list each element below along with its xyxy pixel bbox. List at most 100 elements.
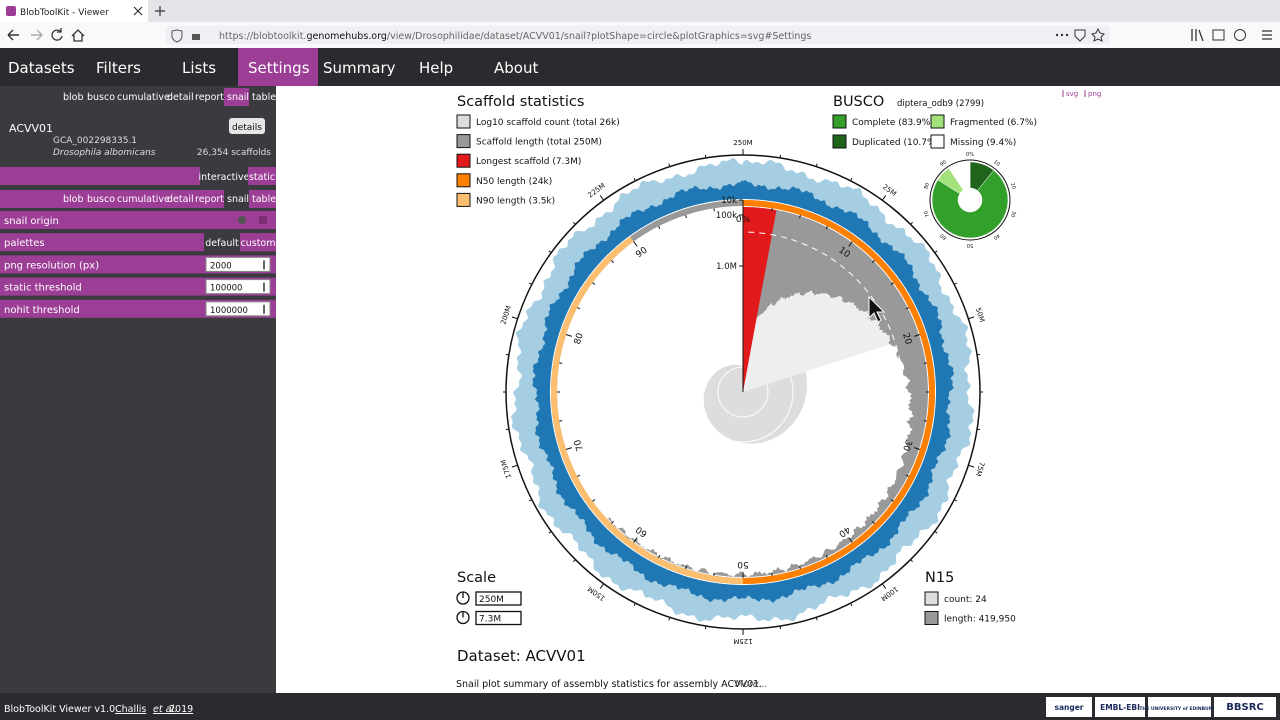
nav-item[interactable]: Settings bbox=[248, 59, 310, 77]
nav-item[interactable]: About bbox=[494, 59, 538, 77]
mode-bg[interactable] bbox=[200, 167, 248, 185]
logo-text[interactable]: EMBL-EBI bbox=[1100, 703, 1140, 712]
logo-box[interactable] bbox=[1214, 697, 1276, 717]
sidebar bbox=[0, 86, 276, 693]
ring-tick bbox=[934, 530, 938, 534]
bookmark-star[interactable] bbox=[1091, 27, 1105, 42]
scale-value[interactable]: 250M bbox=[479, 595, 504, 605]
setting-value[interactable]: 2000 bbox=[210, 261, 232, 271]
view-tab[interactable]: cumulative bbox=[117, 194, 170, 205]
view-tab[interactable]: table bbox=[252, 194, 276, 205]
tab-title[interactable]: BlobToolKit - Viewer bbox=[20, 8, 109, 18]
mode-bg[interactable] bbox=[248, 167, 276, 185]
ring-tick bbox=[572, 559, 576, 563]
download-link[interactable]: svg bbox=[1066, 90, 1078, 98]
setting-input[interactable] bbox=[205, 279, 271, 295]
back-button[interactable] bbox=[7, 29, 19, 41]
ring-tick bbox=[968, 316, 975, 320]
citation-year[interactable]: 2019 bbox=[169, 704, 193, 715]
nav-item[interactable]: Filters bbox=[96, 59, 141, 77]
origin-icon[interactable] bbox=[259, 216, 267, 224]
view-tab[interactable]: snail bbox=[227, 194, 249, 205]
sidebar-icon[interactable] bbox=[1212, 29, 1225, 41]
tab-close[interactable] bbox=[133, 6, 143, 16]
menu-dot[interactable] bbox=[1060, 33, 1064, 37]
setting-label: snail origin bbox=[4, 216, 59, 227]
logo-text[interactable]: sanger bbox=[1054, 703, 1083, 712]
busco-tick: 20 bbox=[1009, 182, 1017, 190]
view-tab[interactable]: blob bbox=[63, 92, 84, 103]
scale-box[interactable] bbox=[475, 591, 522, 606]
option-bg[interactable] bbox=[240, 233, 276, 252]
logo-box[interactable] bbox=[1046, 697, 1092, 717]
app-nav bbox=[0, 48, 1280, 86]
menu-dot[interactable] bbox=[1055, 33, 1059, 37]
reload-button[interactable] bbox=[51, 28, 63, 41]
url-text[interactable]: https://blobtoolkit.genomehubs.org/view/… bbox=[219, 31, 811, 42]
ring-tick bbox=[934, 250, 938, 254]
details-button[interactable] bbox=[229, 118, 265, 134]
new-tab[interactable] bbox=[155, 6, 165, 16]
busco-tick: 80 bbox=[923, 182, 931, 190]
more-link[interactable]: More... bbox=[735, 679, 768, 690]
download-link[interactable]: png bbox=[1088, 90, 1101, 98]
library-icon[interactable] bbox=[1191, 29, 1204, 42]
legend-swatch bbox=[924, 591, 939, 606]
option-bg[interactable] bbox=[204, 233, 240, 252]
shield-icon[interactable] bbox=[171, 29, 183, 43]
ring-tick bbox=[850, 602, 853, 607]
details-label[interactable]: details bbox=[232, 123, 262, 133]
view-tab[interactable]: table bbox=[252, 92, 276, 103]
setting-input[interactable] bbox=[205, 301, 271, 317]
nav-item[interactable]: Help bbox=[419, 59, 453, 77]
setting-option[interactable]: default bbox=[205, 238, 239, 249]
percent-label: 50 bbox=[737, 559, 749, 569]
menu-dot[interactable] bbox=[1065, 33, 1069, 37]
view-tab[interactable]: report bbox=[195, 92, 224, 103]
citation-author[interactable]: Challis bbox=[115, 704, 146, 715]
view-tab[interactable]: blob bbox=[63, 194, 84, 205]
setting-value[interactable]: 1000000 bbox=[210, 306, 248, 316]
active-tab[interactable] bbox=[0, 0, 148, 22]
view-tab[interactable]: detail bbox=[167, 92, 194, 103]
nav-item[interactable]: Datasets bbox=[8, 59, 75, 77]
setting-input[interactable] bbox=[205, 256, 271, 272]
hamburger-menu[interactable] bbox=[1262, 30, 1272, 40]
setting-option[interactable]: custom bbox=[241, 238, 276, 249]
url-field[interactable] bbox=[166, 26, 1110, 44]
mode-option[interactable]: interactive bbox=[198, 172, 249, 183]
ring-label: 250M bbox=[733, 139, 752, 147]
percent-tick bbox=[905, 307, 909, 310]
logo-box[interactable] bbox=[1148, 697, 1211, 717]
busco-lineage: diptera_odb9 (2799) bbox=[897, 99, 984, 109]
setting-value[interactable]: 100000 bbox=[210, 284, 242, 294]
nav-item[interactable]: Lists bbox=[182, 59, 216, 77]
nav-item[interactable]: Summary bbox=[323, 59, 396, 77]
view-tab[interactable]: snail bbox=[227, 92, 249, 103]
view-tab[interactable]: busco bbox=[87, 92, 115, 103]
view-tab[interactable]: report bbox=[195, 194, 224, 205]
percent-tick bbox=[565, 334, 572, 337]
logo-text[interactable]: THE UNIVERSITY of EDINBURGH bbox=[1139, 706, 1220, 712]
view-tab[interactable]: busco bbox=[87, 194, 115, 205]
view-tab[interactable]: detail bbox=[167, 194, 194, 205]
origin-icon[interactable] bbox=[238, 216, 246, 224]
pocket-icon[interactable] bbox=[1074, 29, 1086, 42]
logo-box[interactable] bbox=[1095, 697, 1145, 717]
view-tab[interactable]: cumulative bbox=[117, 92, 170, 103]
tab-strip bbox=[0, 190, 276, 208]
home-button[interactable] bbox=[71, 29, 85, 42]
forward-button[interactable] bbox=[31, 29, 43, 41]
legend-label: count: 24 bbox=[944, 595, 987, 605]
ring-tick bbox=[528, 499, 533, 502]
account-icon[interactable] bbox=[1234, 29, 1246, 41]
citation-etal[interactable]: et al. bbox=[153, 704, 177, 715]
lock-icon[interactable] bbox=[192, 34, 200, 40]
scale-box[interactable] bbox=[475, 610, 522, 626]
mode-option[interactable]: static bbox=[249, 172, 275, 183]
scale-value[interactable]: 7.3M bbox=[479, 615, 501, 625]
logo-text[interactable]: BBSRC bbox=[1226, 702, 1264, 713]
ring-tick bbox=[881, 195, 887, 201]
